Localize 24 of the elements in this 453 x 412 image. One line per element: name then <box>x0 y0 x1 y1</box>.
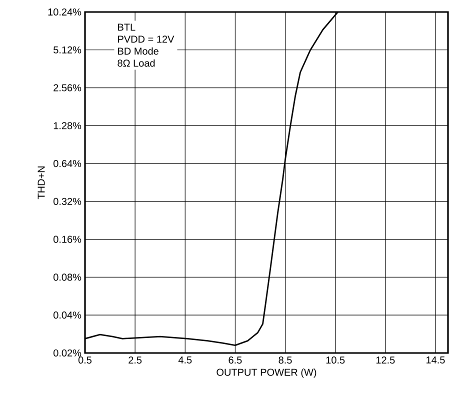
y-tick-label: 0.04% <box>54 312 82 319</box>
y-tick-label: 1.28% <box>54 122 82 130</box>
x-tick-label: 6.5 <box>228 356 242 364</box>
y-tick-label: 0.02% <box>54 349 82 357</box>
annotation: BTL <box>118 24 136 31</box>
x-tick-label: 4.5 <box>178 356 192 364</box>
x-tick-label: 8.5 <box>278 356 292 364</box>
y-tick-label: 0.64% <box>54 160 82 168</box>
x-tick-label: 12.5 <box>376 356 395 364</box>
y-tick-label: 0.08% <box>54 274 82 281</box>
x-axis-title: OUTPUT POWER (W) <box>216 368 316 378</box>
y-tick-label: 10.24% <box>48 8 82 16</box>
x-tick-label: 14.5 <box>426 356 445 364</box>
y-tick-label: 5.12% <box>54 46 82 54</box>
annotation: BD Mode <box>118 47 158 55</box>
x-tick-label: 0.5 <box>78 356 92 364</box>
x-tick-label: 2.5 <box>128 356 142 364</box>
y-tick-label: 0.16% <box>54 236 82 243</box>
y-tick-label: 2.56% <box>54 84 82 92</box>
y-tick-label: 0.32% <box>54 198 82 205</box>
annotation: 8Ω Load <box>118 59 155 67</box>
x-tick-label: 10.5 <box>326 356 345 364</box>
annotation: PVDD = 12V <box>118 36 174 43</box>
y-axis-title: THD+N <box>38 166 45 200</box>
